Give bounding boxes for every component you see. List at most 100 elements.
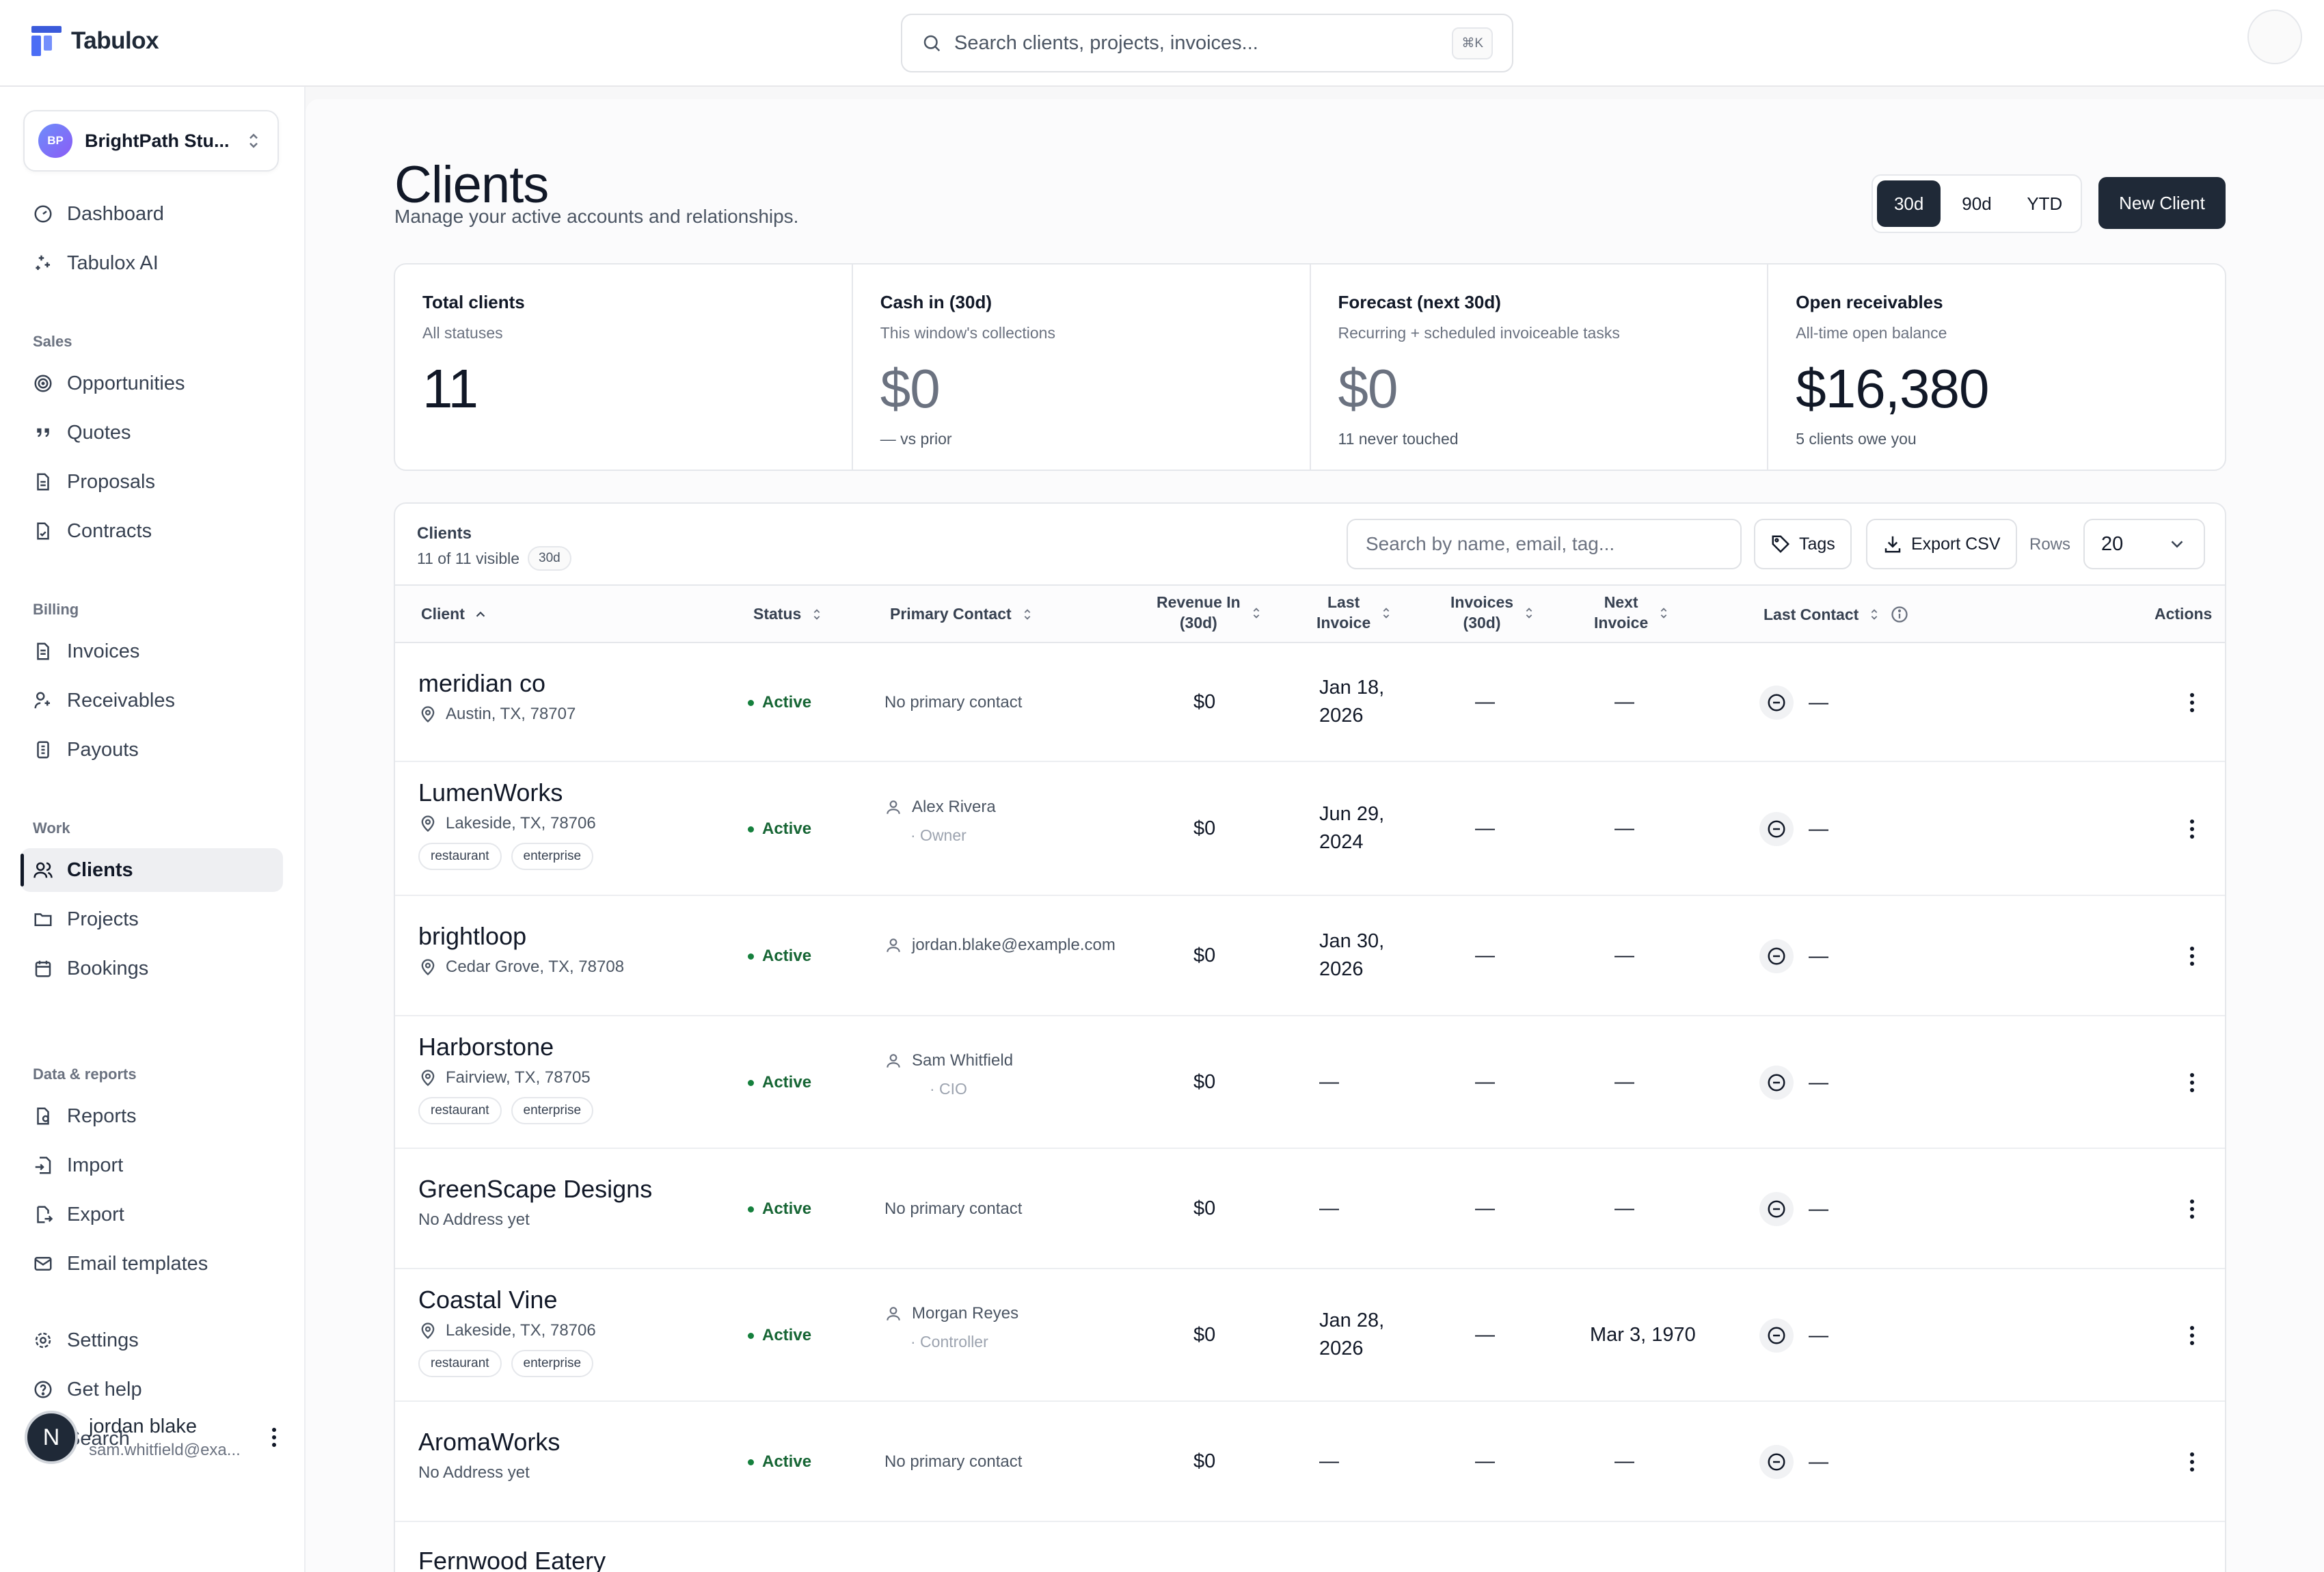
client-tag[interactable]: enterprise — [511, 843, 594, 870]
row-actions-icon[interactable] — [2182, 815, 2202, 843]
client-name[interactable]: AromaWorks — [418, 1428, 560, 1456]
client-name[interactable]: GreenScape Designs — [418, 1175, 653, 1203]
column-primary-contact[interactable]: Primary Contact — [890, 605, 1035, 623]
table-row[interactable]: AromaWorks No Address yet Active No primary… — [395, 1402, 2225, 1522]
last-invoice-line: Jan 18, — [1319, 677, 1385, 699]
client-tag[interactable]: restaurant — [418, 843, 502, 870]
column-label: Revenue In — [1157, 593, 1241, 611]
sidebar-item-receivables[interactable]: Receivables — [21, 679, 283, 722]
status-dot — [748, 953, 754, 960]
table-row[interactable]: LumenWorks Lakeside, TX, 78706 restaurant e… — [395, 762, 2225, 896]
location-pin-icon — [421, 1323, 435, 1340]
sidebar-item-tabulox-ai[interactable]: Tabulox AI — [21, 241, 283, 285]
app-logo[interactable]: Tabulox — [31, 26, 159, 56]
column-invoices[interactable]: Invoices (30d) — [1450, 593, 1537, 634]
sidebar-item-contracts[interactable]: Contracts — [21, 509, 283, 553]
primary-contact[interactable]: Alex Rivera · Owner — [884, 798, 996, 845]
last-contact: — — [1759, 939, 1828, 973]
location-pin-icon — [421, 706, 435, 723]
chevron-down-icon — [2171, 541, 2183, 548]
row-actions-icon[interactable] — [2182, 1322, 2202, 1349]
client-cell: Fernwood Eatery — [418, 1547, 606, 1572]
invoices-count: — — [1475, 1197, 1495, 1219]
column-client[interactable]: Client — [421, 605, 488, 623]
column-last-invoice[interactable]: Last Invoice — [1316, 593, 1394, 634]
sidebar-item-reports[interactable]: Reports — [21, 1094, 283, 1138]
range-30d-button[interactable]: 30d — [1877, 180, 1941, 227]
rows-per-page-select[interactable]: 20 — [2083, 519, 2205, 569]
log-contact-button[interactable] — [1759, 1066, 1794, 1100]
column-revenue[interactable]: Revenue In (30d) — [1157, 593, 1264, 634]
sidebar-item-export[interactable]: Export — [21, 1193, 283, 1236]
row-actions-icon[interactable] — [2182, 1195, 2202, 1223]
top-bar: Tabulox Search clients, projects, invoic… — [0, 0, 2324, 87]
export-csv-button[interactable]: Export CSV — [1866, 519, 2017, 569]
primary-contact[interactable]: Sam Whitfield · CIO — [884, 1051, 1013, 1098]
range-90d-button[interactable]: 90d — [1962, 193, 1992, 214]
sidebar-item-quotes[interactable]: Quotes — [21, 411, 283, 455]
row-actions-icon[interactable] — [2182, 1069, 2202, 1096]
sidebar-item-dashboard[interactable]: Dashboard — [21, 192, 283, 236]
global-search-input[interactable]: Search clients, projects, invoices... ⌘K — [901, 14, 1513, 72]
client-tag[interactable]: enterprise — [511, 1350, 594, 1377]
global-search-placeholder: Search clients, projects, invoices... — [954, 31, 1258, 54]
range-ytd-button[interactable]: YTD — [2027, 193, 2063, 214]
table-row[interactable]: meridian co Austin, TX, 78707 Active No pri… — [395, 643, 2225, 762]
table-row[interactable]: brightloop Cedar Grove, TX, 78708 Active jo… — [395, 896, 2225, 1016]
log-contact-button[interactable] — [1759, 1318, 1794, 1353]
profile-avatar[interactable] — [2247, 10, 2302, 64]
row-actions-icon[interactable] — [2182, 943, 2202, 970]
client-name[interactable]: Harborstone — [418, 1033, 554, 1061]
row-actions-icon[interactable] — [2182, 1448, 2202, 1476]
workspace-switcher[interactable]: BP BrightPath Stu... — [23, 110, 279, 172]
client-tag[interactable]: restaurant — [418, 1097, 502, 1124]
sidebar-item-opportunities[interactable]: Opportunities — [21, 362, 283, 405]
sidebar-item-settings[interactable]: Settings — [21, 1318, 283, 1362]
sidebar-item-email-templates[interactable]: Email templates — [21, 1242, 283, 1286]
sidebar-item-import[interactable]: Import — [21, 1143, 283, 1187]
sidebar-item-bookings[interactable]: Bookings — [21, 947, 283, 990]
sidebar-item-invoices[interactable]: Invoices — [21, 629, 283, 673]
client-name[interactable]: Coastal Vine — [418, 1286, 558, 1314]
person-icon — [887, 800, 900, 814]
log-contact-button[interactable] — [1759, 1445, 1794, 1479]
sidebar-item-label: Export — [67, 1203, 124, 1225]
column-last-contact[interactable]: Last Contact — [1764, 605, 1909, 624]
client-name[interactable]: LumenWorks — [418, 778, 563, 807]
sort-icon — [1253, 608, 1260, 619]
invoices-count: — — [1475, 945, 1495, 966]
log-contact-button[interactable] — [1759, 686, 1794, 720]
client-name[interactable]: Fernwood Eatery — [418, 1547, 606, 1572]
log-contact-button[interactable] — [1759, 1192, 1794, 1226]
log-contact-button[interactable] — [1759, 812, 1794, 846]
client-cell: meridian co Austin, TX, 78707 — [418, 669, 576, 724]
table-row[interactable]: Harborstone Fairview, TX, 78705 restaurant… — [395, 1016, 2225, 1149]
client-name[interactable]: brightloop — [418, 922, 527, 950]
new-client-button[interactable]: New Client — [2098, 177, 2226, 229]
app-name: Tabulox — [71, 27, 159, 54]
main-content: Clients Manage your active accounts and … — [306, 87, 2324, 1572]
sidebar-item-proposals[interactable]: Proposals — [21, 460, 283, 504]
table-row[interactable]: GreenScape Designs No Address yet Active No… — [395, 1149, 2225, 1269]
info-icon[interactable] — [1890, 605, 1909, 624]
table-search-input[interactable]: Search by name, email, tag... — [1347, 519, 1742, 569]
user-more-icon[interactable] — [264, 1424, 284, 1451]
row-actions-icon[interactable] — [2182, 689, 2202, 716]
log-contact-button[interactable] — [1759, 939, 1794, 973]
sidebar-item-clients[interactable]: Clients — [21, 848, 283, 892]
primary-contact[interactable]: jordan.blake@example.com — [884, 936, 1116, 955]
table-row[interactable]: Fernwood Eatery — [395, 1522, 2225, 1572]
column-status[interactable]: Status — [753, 605, 824, 623]
client-tag[interactable]: restaurant — [418, 1350, 502, 1377]
tags-filter-button[interactable]: Tags — [1754, 519, 1852, 569]
column-next-invoice[interactable]: Next Invoice — [1594, 593, 1671, 634]
client-tag[interactable]: enterprise — [511, 1097, 594, 1124]
sidebar-item-projects[interactable]: Projects — [21, 897, 283, 941]
user-menu[interactable]: N jordan blake sam.whitfield@exa... — [25, 1407, 284, 1468]
client-cell: AromaWorks No Address yet — [418, 1428, 560, 1482]
table-row[interactable]: Coastal Vine Lakeside, TX, 78706 restauran… — [395, 1269, 2225, 1402]
client-name[interactable]: meridian co — [418, 669, 546, 697]
primary-contact[interactable]: Morgan Reyes · Controller — [884, 1304, 1018, 1351]
sidebar-item-get-help[interactable]: Get help — [21, 1368, 283, 1411]
sidebar-item-payouts[interactable]: Payouts — [21, 728, 283, 772]
